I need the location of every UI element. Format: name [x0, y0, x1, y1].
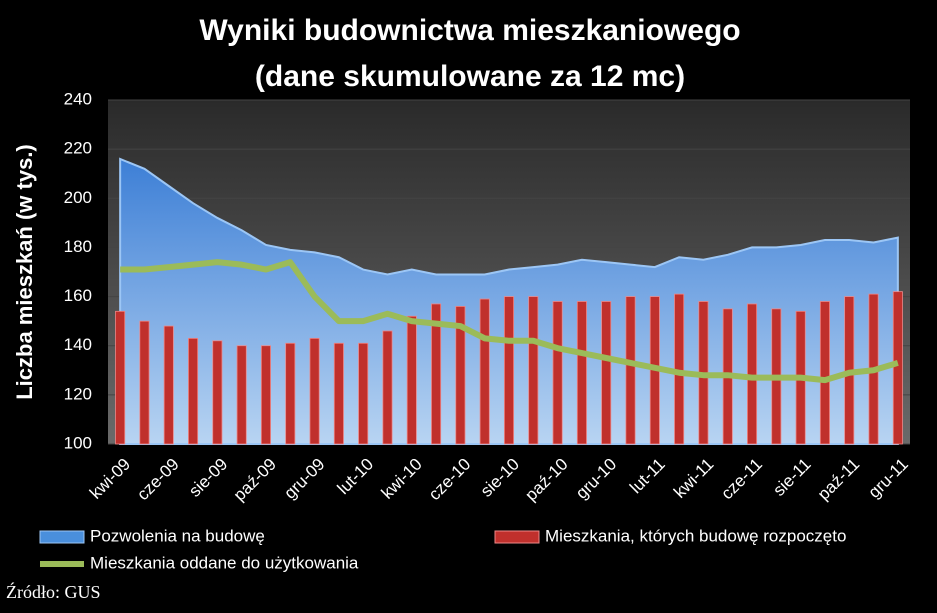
y-tick-label: 240: [64, 89, 92, 108]
y-tick-label: 100: [64, 433, 92, 452]
legend-swatch: [494, 530, 540, 544]
bar: [503, 296, 515, 445]
legend-label: Pozwolenia na budowę: [90, 526, 265, 545]
legend-swatch: [39, 530, 85, 544]
y-tick-label: 160: [64, 286, 92, 305]
bar: [115, 310, 126, 445]
y-tick-label: 220: [64, 139, 92, 158]
x-tick-label: lut-10: [334, 455, 378, 499]
line: [120, 259, 899, 384]
legend-label: Mieszkania, których budowę rozpoczęto: [545, 526, 846, 545]
chart-title: Wyniki budownictwa mieszkaniowego: [199, 14, 740, 47]
x-tick-label: kwi-09: [86, 455, 134, 503]
x-tick-label: sie-09: [185, 455, 231, 501]
y-tick-label: 120: [64, 384, 92, 403]
bar: [309, 337, 320, 445]
x-tick-label: kwi-11: [670, 455, 717, 502]
x-tick-label: gru-11: [865, 455, 912, 502]
bar: [431, 303, 442, 445]
x-tick-label: cze-10: [425, 455, 475, 505]
bar: [625, 296, 636, 445]
bar: [260, 345, 271, 445]
y-tick-label: 200: [64, 188, 92, 207]
bar: [333, 342, 344, 445]
bar: [892, 291, 903, 445]
bar: [163, 325, 174, 445]
legend-label: Mieszkania oddane do użytkowania: [90, 553, 359, 572]
x-tick-label: paź-10: [521, 455, 571, 505]
x-tick-label: sie-11: [769, 455, 814, 500]
y-tick-label: 180: [64, 237, 92, 256]
x-tick-label: cze-11: [717, 455, 766, 504]
bar: [528, 296, 539, 445]
bar: [552, 301, 563, 445]
bar: [576, 301, 587, 445]
bar: [819, 301, 830, 445]
source: Źródło: GUS: [6, 581, 101, 602]
bar: [406, 315, 417, 445]
bar: [382, 330, 393, 445]
x-tick-label: gru-09: [280, 455, 328, 503]
x-tick-label: cze-09: [133, 455, 183, 505]
bar: [358, 342, 369, 445]
bar: [455, 305, 466, 445]
x-tick-label: paź-09: [230, 455, 280, 505]
x-tick-label: kwi-10: [378, 455, 426, 503]
bar: [139, 320, 150, 445]
bar: [188, 337, 199, 445]
bar: [601, 301, 612, 445]
x-tick-label: lut-11: [626, 455, 669, 498]
y-tick-label: 140: [64, 335, 92, 354]
bar: [285, 342, 296, 445]
chart-subtitle: (dane skumulowane za 12 mc): [255, 60, 685, 93]
bar: [212, 340, 223, 445]
y-axis-label: Liczba mieszkań (w tys.): [12, 144, 37, 400]
x-tick-label: sie-10: [477, 455, 523, 501]
x-tick-label: paź-11: [814, 455, 863, 504]
bar: [236, 345, 247, 445]
x-tick-label: gru-10: [572, 455, 620, 503]
bar: [747, 303, 758, 445]
bar: [479, 298, 490, 445]
